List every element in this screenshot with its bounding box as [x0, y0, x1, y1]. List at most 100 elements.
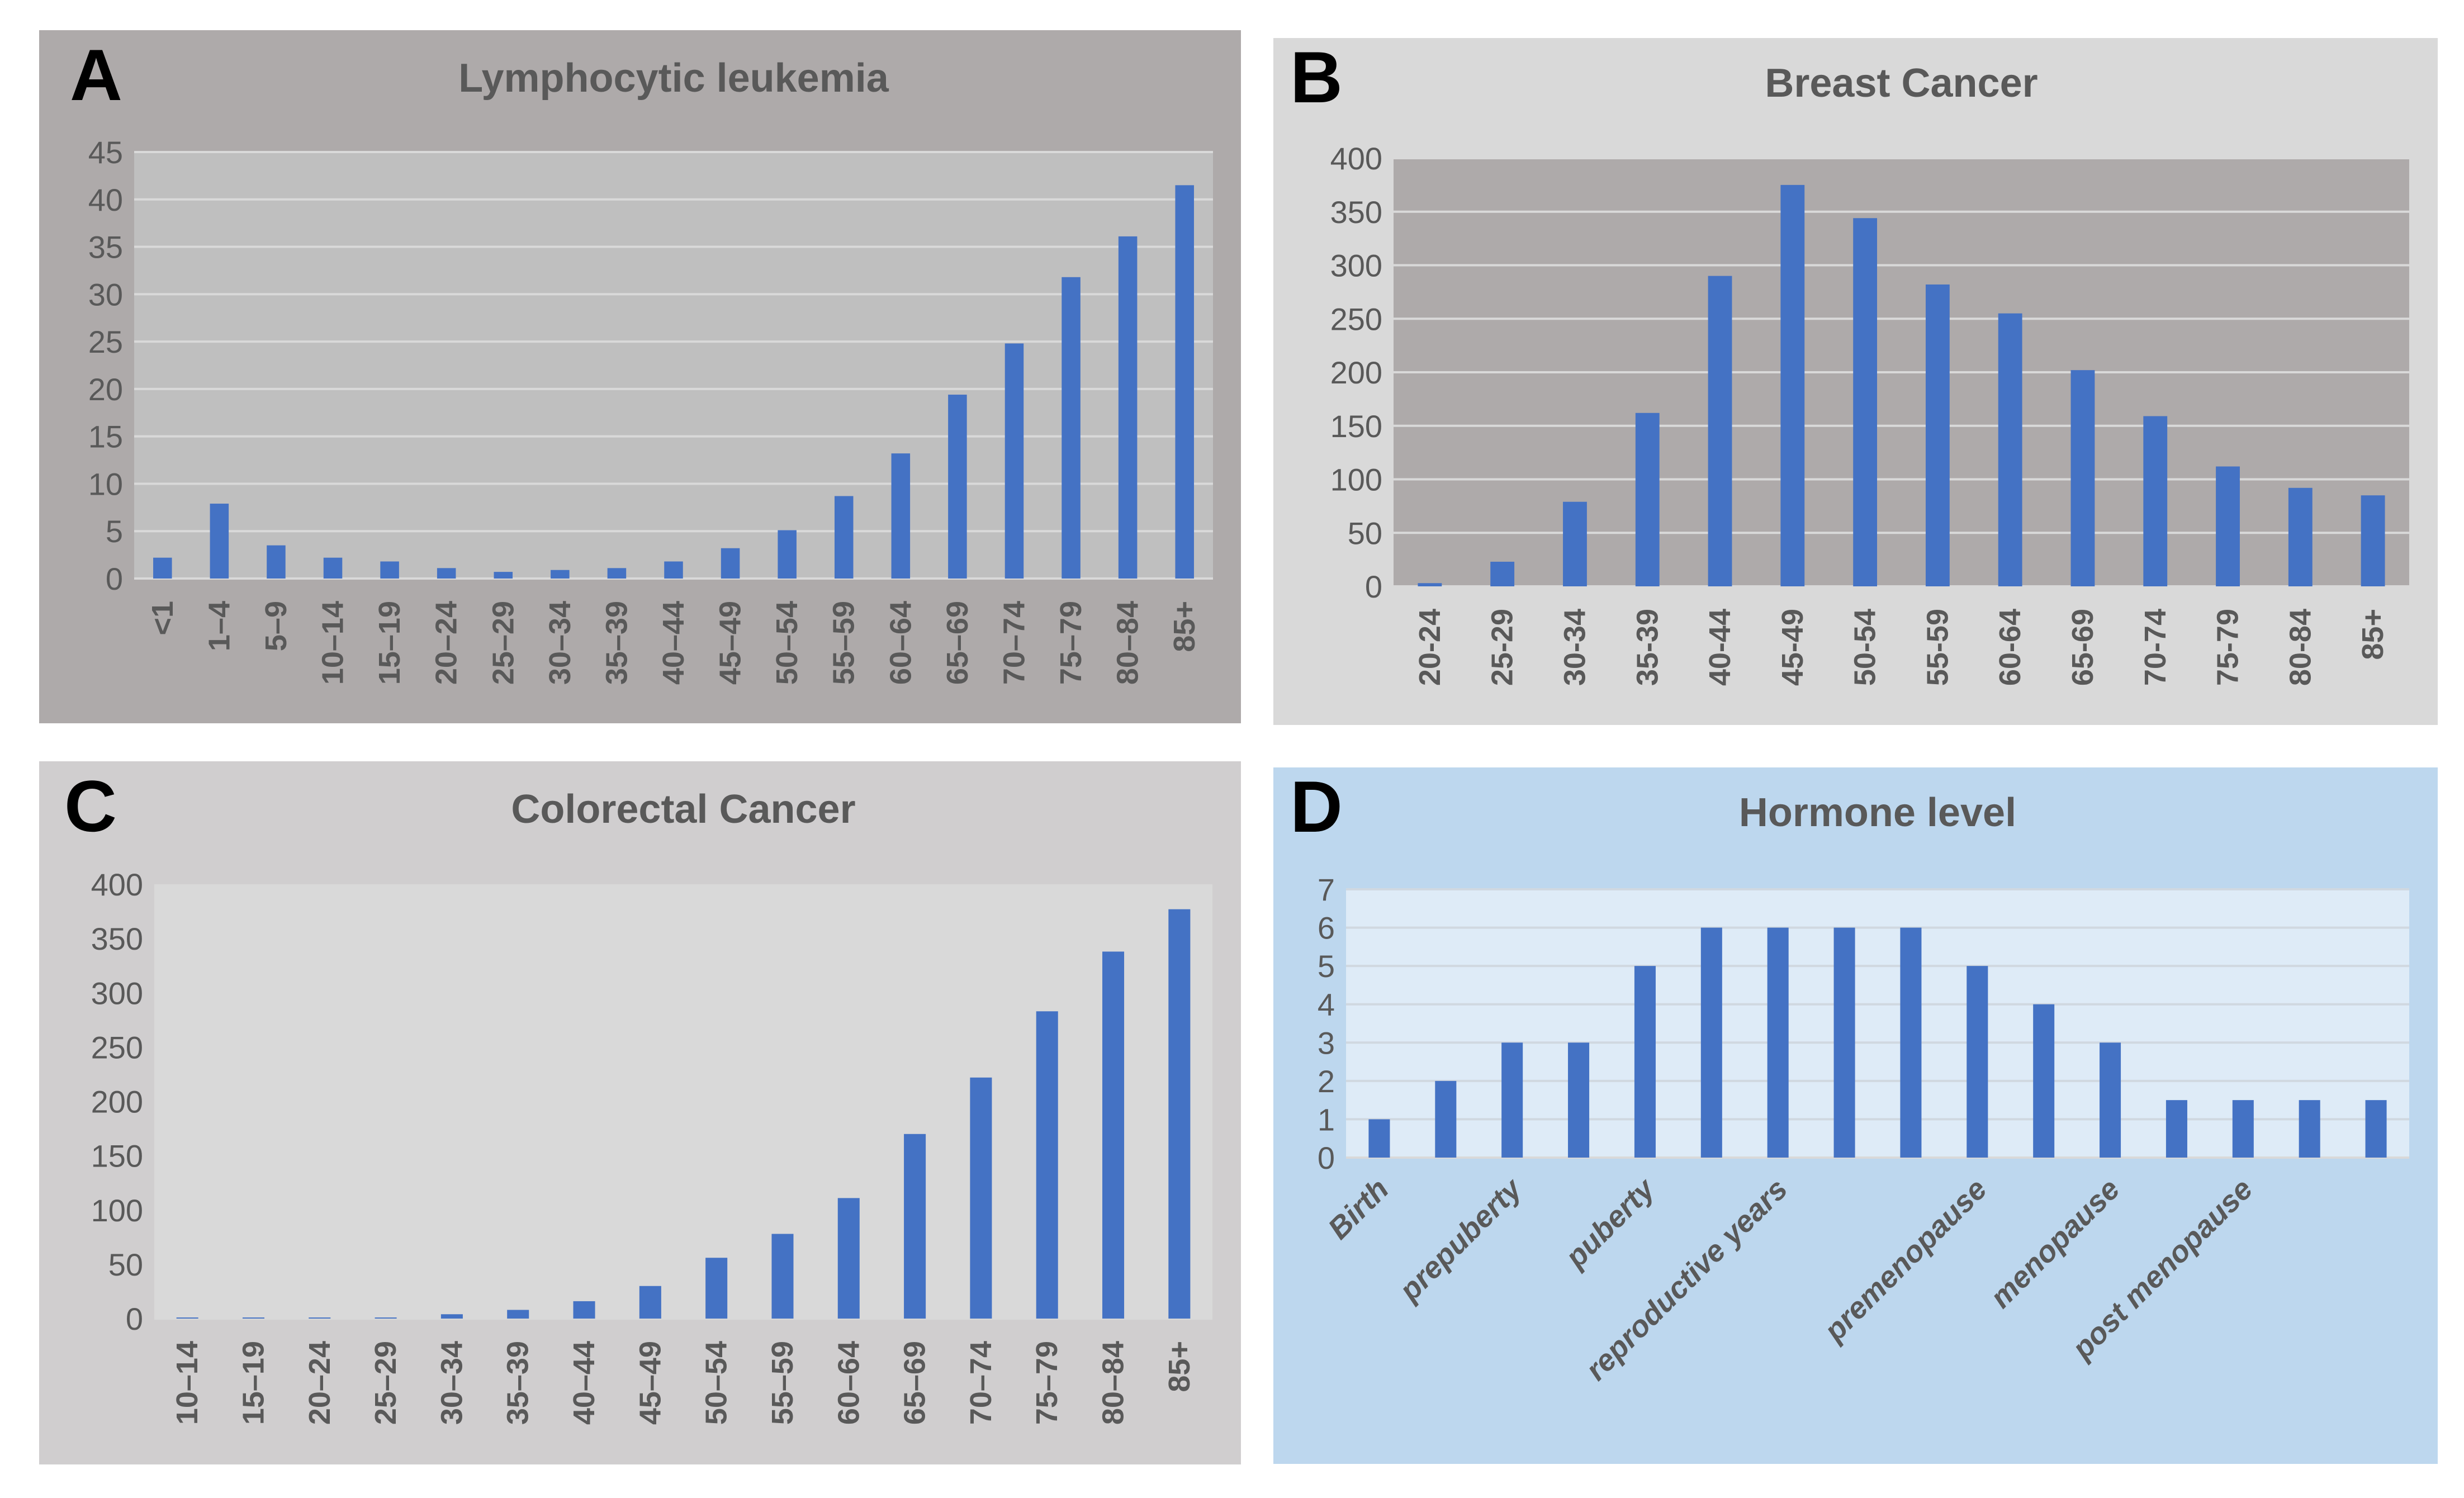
y-tick-label: 1	[1318, 1102, 1335, 1137]
bar	[664, 561, 683, 579]
bar	[778, 530, 797, 579]
y-tick-label: 45	[88, 135, 123, 170]
x-tick-label: 40-44	[1703, 609, 1737, 686]
x-tick-label: 25-29	[1486, 609, 1519, 686]
chart-c-svg: C Colorectal Cancer 0 50 100 150 200 250 300 350 4…	[39, 761, 1241, 1464]
bar	[1102, 951, 1125, 1319]
x-tick-label: 65–69	[898, 1341, 932, 1425]
x-tick-label: 75–79	[1030, 1341, 1064, 1425]
x-tick-label: 55–59	[766, 1341, 799, 1425]
bar	[705, 1258, 728, 1319]
y-tick-label: 40	[88, 182, 123, 217]
y-tick-label: 5	[1318, 949, 1335, 984]
bar	[309, 1317, 331, 1319]
y-tick-label: 0	[1365, 569, 1382, 604]
y-tick-label: 400	[1330, 141, 1382, 176]
x-tick-label: 30–34	[435, 1341, 468, 1425]
bar	[507, 1310, 529, 1319]
chart-panel-a: A Lymphocytic leukemia 0 5 10 15 20 25 30 35 40 45 <…	[39, 30, 1241, 723]
x-tick-label: 55–59	[827, 601, 861, 685]
bar	[176, 1317, 198, 1319]
bar	[153, 557, 172, 579]
y-tick-label: 25	[88, 324, 123, 359]
y-tick-label: 100	[91, 1193, 143, 1228]
bar	[2232, 1100, 2254, 1158]
x-tick-label: 20–24	[303, 1341, 337, 1425]
x-tick-label: 60-64	[1993, 609, 2027, 686]
x-tick-label: 45–49	[633, 1341, 667, 1425]
bar	[1998, 313, 2022, 586]
x-tick-label: 60–64	[832, 1341, 865, 1425]
bar	[2100, 1042, 2121, 1158]
x-tick-label: 75–79	[1054, 601, 1088, 685]
x-tick-label: 25–29	[486, 601, 520, 685]
y-tick-label: 20	[88, 372, 123, 407]
bar	[1175, 185, 1194, 579]
x-tick-label: 50–54	[700, 1341, 733, 1425]
bar	[1634, 966, 1656, 1158]
x-tick-label: 45-49	[1776, 609, 1809, 686]
bar	[948, 395, 967, 579]
panel-label: D	[1290, 767, 1343, 847]
x-tick-label: 40–44	[657, 601, 690, 685]
bar	[2288, 487, 2313, 586]
y-tick-label: 0	[1318, 1140, 1335, 1175]
y-tick-label: 350	[91, 921, 143, 956]
y-tick-label: 6	[1318, 911, 1335, 946]
bar	[721, 548, 740, 579]
bar	[1780, 184, 1805, 586]
x-tick-label: 10–14	[316, 601, 350, 685]
bar	[242, 1317, 264, 1319]
bar	[891, 453, 911, 579]
bar	[2033, 1004, 2055, 1158]
bar	[551, 570, 570, 579]
y-tick-label: 400	[91, 867, 143, 902]
chart-title: Breast Cancer	[1765, 61, 2037, 106]
y-tick-label: 30	[88, 277, 123, 312]
x-tick-label: 65–69	[941, 601, 974, 685]
y-tick-label: 5	[106, 514, 123, 549]
bar	[440, 1314, 463, 1319]
bar	[1853, 218, 1878, 586]
bar	[837, 1198, 860, 1319]
y-tick-label: 100	[1330, 462, 1382, 497]
bar	[2299, 1100, 2320, 1158]
bar	[1635, 413, 1660, 586]
x-tick-label: 70-74	[2139, 609, 2172, 686]
bar	[323, 557, 343, 579]
x-tick-label: 20–24	[430, 601, 463, 685]
bar	[1004, 343, 1024, 579]
bar	[573, 1301, 595, 1319]
bar	[1368, 1119, 1390, 1158]
bar	[1036, 1011, 1058, 1319]
bar	[2216, 466, 2240, 586]
chart-title: Hormone level	[1739, 790, 2016, 835]
x-tick-label: 80-84	[2283, 609, 2317, 686]
plot-area	[154, 884, 1212, 1319]
bar	[639, 1286, 661, 1319]
y-tick-label: 10	[88, 466, 123, 501]
plot-area	[1346, 889, 2409, 1158]
bar	[2361, 495, 2385, 586]
bar	[1118, 236, 1138, 579]
bar	[904, 1134, 926, 1319]
x-tick-label: 70–74	[997, 601, 1031, 685]
bar	[2365, 1100, 2387, 1158]
bar	[1062, 277, 1081, 579]
x-tick-label: 50-54	[1849, 609, 1882, 686]
bar	[210, 504, 229, 579]
bar	[1418, 583, 1442, 586]
bar	[380, 561, 399, 579]
y-tick-label: 350	[1330, 195, 1382, 230]
y-tick-label: 15	[88, 419, 123, 454]
x-tick-label: 85+	[2356, 609, 2390, 660]
x-tick-label: 25–29	[369, 1341, 402, 1425]
x-tick-label: 40–44	[567, 1341, 601, 1425]
bar	[1967, 966, 1988, 1158]
y-tick-label: 4	[1318, 987, 1335, 1022]
x-tick-label: 15–19	[236, 1341, 270, 1425]
bar	[1833, 927, 1855, 1158]
x-tick-label: 60–64	[884, 601, 917, 685]
bar	[1563, 501, 1587, 586]
